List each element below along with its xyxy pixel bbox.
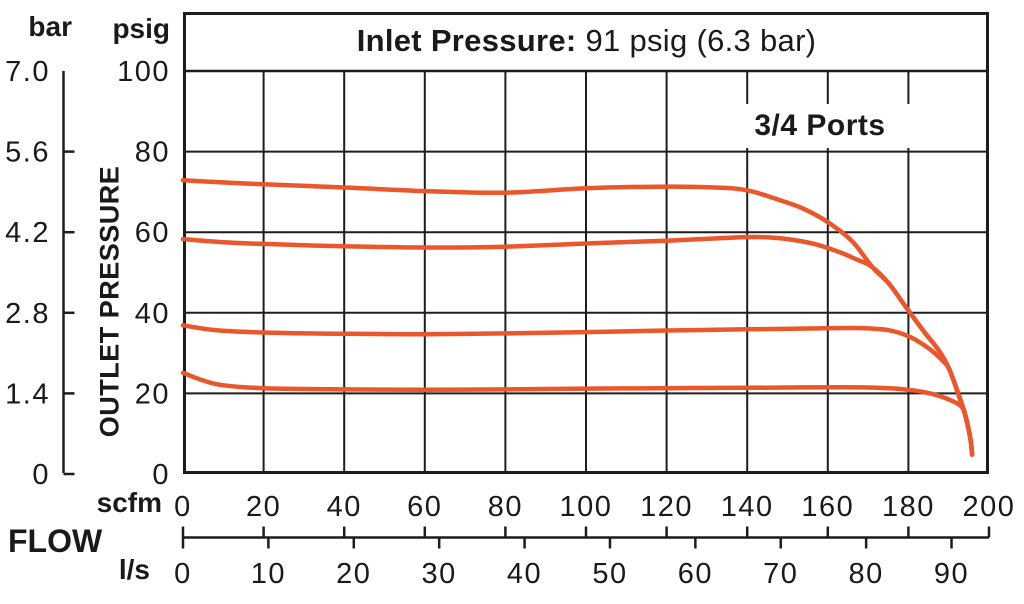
lps-tick-label: 70 [763, 558, 798, 590]
flow-curve-1 [180, 177, 975, 457]
scfm-tick-label: 20 [246, 491, 281, 523]
lps-tick-label: 60 [678, 558, 713, 590]
lps-tick-label: 40 [507, 558, 542, 590]
lps-tick-label: 20 [336, 558, 371, 590]
bar-tick-label: 1.4 [5, 378, 50, 410]
bar-tick-label: 2.8 [5, 298, 50, 330]
lps-tick-label: 50 [592, 558, 627, 590]
bar-tick-label: 0 [32, 459, 50, 491]
lps-axis-unit-label: l/s [118, 554, 150, 585]
scfm-tick-label: 120 [640, 491, 693, 523]
bar-tick-label: 4.2 [5, 217, 50, 249]
scfm-tick-label: 60 [407, 491, 442, 523]
scfm-tick-label: 80 [488, 491, 523, 523]
lps-tick-label: 90 [934, 558, 969, 590]
psig-tick-label: 60 [135, 217, 170, 249]
bar-tick-label: 5.6 [5, 137, 50, 169]
scfm-tick-label: 160 [801, 491, 854, 523]
scfm-tick-label: 40 [327, 491, 362, 523]
flow-curve-4 [180, 370, 975, 457]
scfm-tick-label: 100 [560, 491, 613, 523]
flow-curve-3 [180, 323, 975, 457]
psig-tick-label: 0 [152, 459, 170, 491]
psig-tick-label: 100 [117, 56, 170, 88]
bar-axis-unit-label: bar [28, 11, 72, 42]
scfm-tick-label: 0 [174, 491, 192, 523]
scfm-axis-unit-label: scfm [96, 487, 162, 518]
chart-title-value: 91 psig (6.3 bar) [576, 23, 817, 58]
lps-tick-label: 30 [422, 558, 457, 590]
x-axis-title: FLOW [8, 523, 103, 559]
chart-title: Inlet Pressure: 91 psig (6.3 bar) [183, 13, 990, 69]
lps-tick-label: 80 [849, 558, 884, 590]
flow-curve-2 [180, 234, 975, 457]
scfm-tick-label: 180 [882, 491, 935, 523]
psig-tick-label: 20 [135, 378, 170, 410]
y-axis-title: OUTLET PRESSURE [94, 165, 125, 438]
lps-tick-label: 10 [251, 558, 286, 590]
scfm-tick-label: 200 [963, 491, 1016, 523]
chart-title-key: Inlet Pressure: [356, 23, 577, 58]
ports-annotation: 3/4 Ports [722, 104, 918, 148]
psig-tick-label: 80 [135, 137, 170, 169]
lps-tick-label: 0 [174, 558, 192, 590]
scfm-tick-label: 140 [721, 491, 774, 523]
psig-tick-label: 40 [135, 298, 170, 330]
psig-axis-unit-label: psig [112, 13, 170, 44]
bar-tick-label: 7.0 [5, 56, 50, 88]
plot-frame [183, 12, 989, 474]
